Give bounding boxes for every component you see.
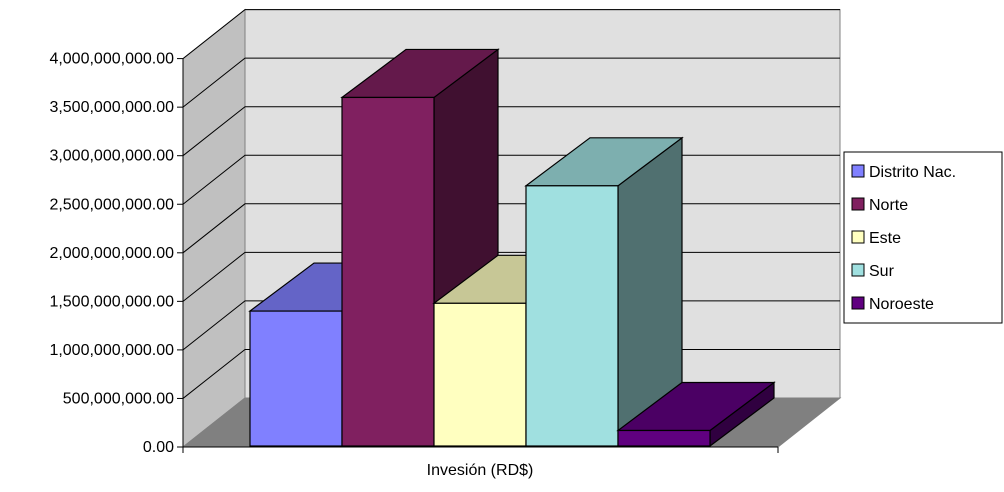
y-tick-label: 3,500,000,000.00 — [49, 99, 174, 116]
gridline — [182, 9, 840, 59]
x-axis-label: Invesión (RD$) — [427, 462, 534, 479]
y-tick-label: 2,000,000,000.00 — [49, 245, 174, 262]
legend: Distrito Nac. Norte Este Sur Noroeste — [843, 151, 1003, 324]
bar-front — [341, 96, 435, 447]
legend-swatch — [851, 164, 865, 178]
legend-label: Distrito Nac. — [869, 164, 956, 181]
y-tick-label: 2,500,000,000.00 — [49, 196, 174, 213]
legend-label: Noroeste — [869, 296, 934, 313]
bar-front — [249, 310, 343, 447]
y-tick-label: 500,000,000.00 — [63, 390, 174, 407]
bar-front — [433, 302, 527, 447]
y-axis: 0.00 500,000,000.00 1,000,000,000.00 1,500,… — [49, 51, 779, 456]
y-tick-label: 3,000,000,000.00 — [49, 148, 174, 165]
y-tick-label: 4,000,000,000.00 — [49, 51, 174, 68]
y-tick-label: 1,500,000,000.00 — [49, 293, 174, 310]
legend-box — [843, 151, 1003, 324]
legend-swatch — [851, 230, 865, 244]
bars — [248, 48, 776, 448]
gridline — [182, 106, 840, 157]
legend-swatch — [851, 296, 865, 310]
legend-label: Sur — [869, 263, 895, 280]
bar-front — [617, 429, 711, 447]
bar-sur — [524, 136, 684, 448]
bar-front — [525, 185, 619, 447]
legend-label: Norte — [869, 197, 908, 214]
gridline — [182, 57, 840, 108]
y-tick-label: 1,000,000,000.00 — [49, 342, 174, 359]
legend-swatch — [851, 263, 865, 277]
legend-label: Este — [869, 230, 901, 247]
y-tick-label: 0.00 — [143, 439, 174, 456]
bar-noroeste — [616, 381, 776, 448]
legend-swatch — [851, 197, 865, 211]
